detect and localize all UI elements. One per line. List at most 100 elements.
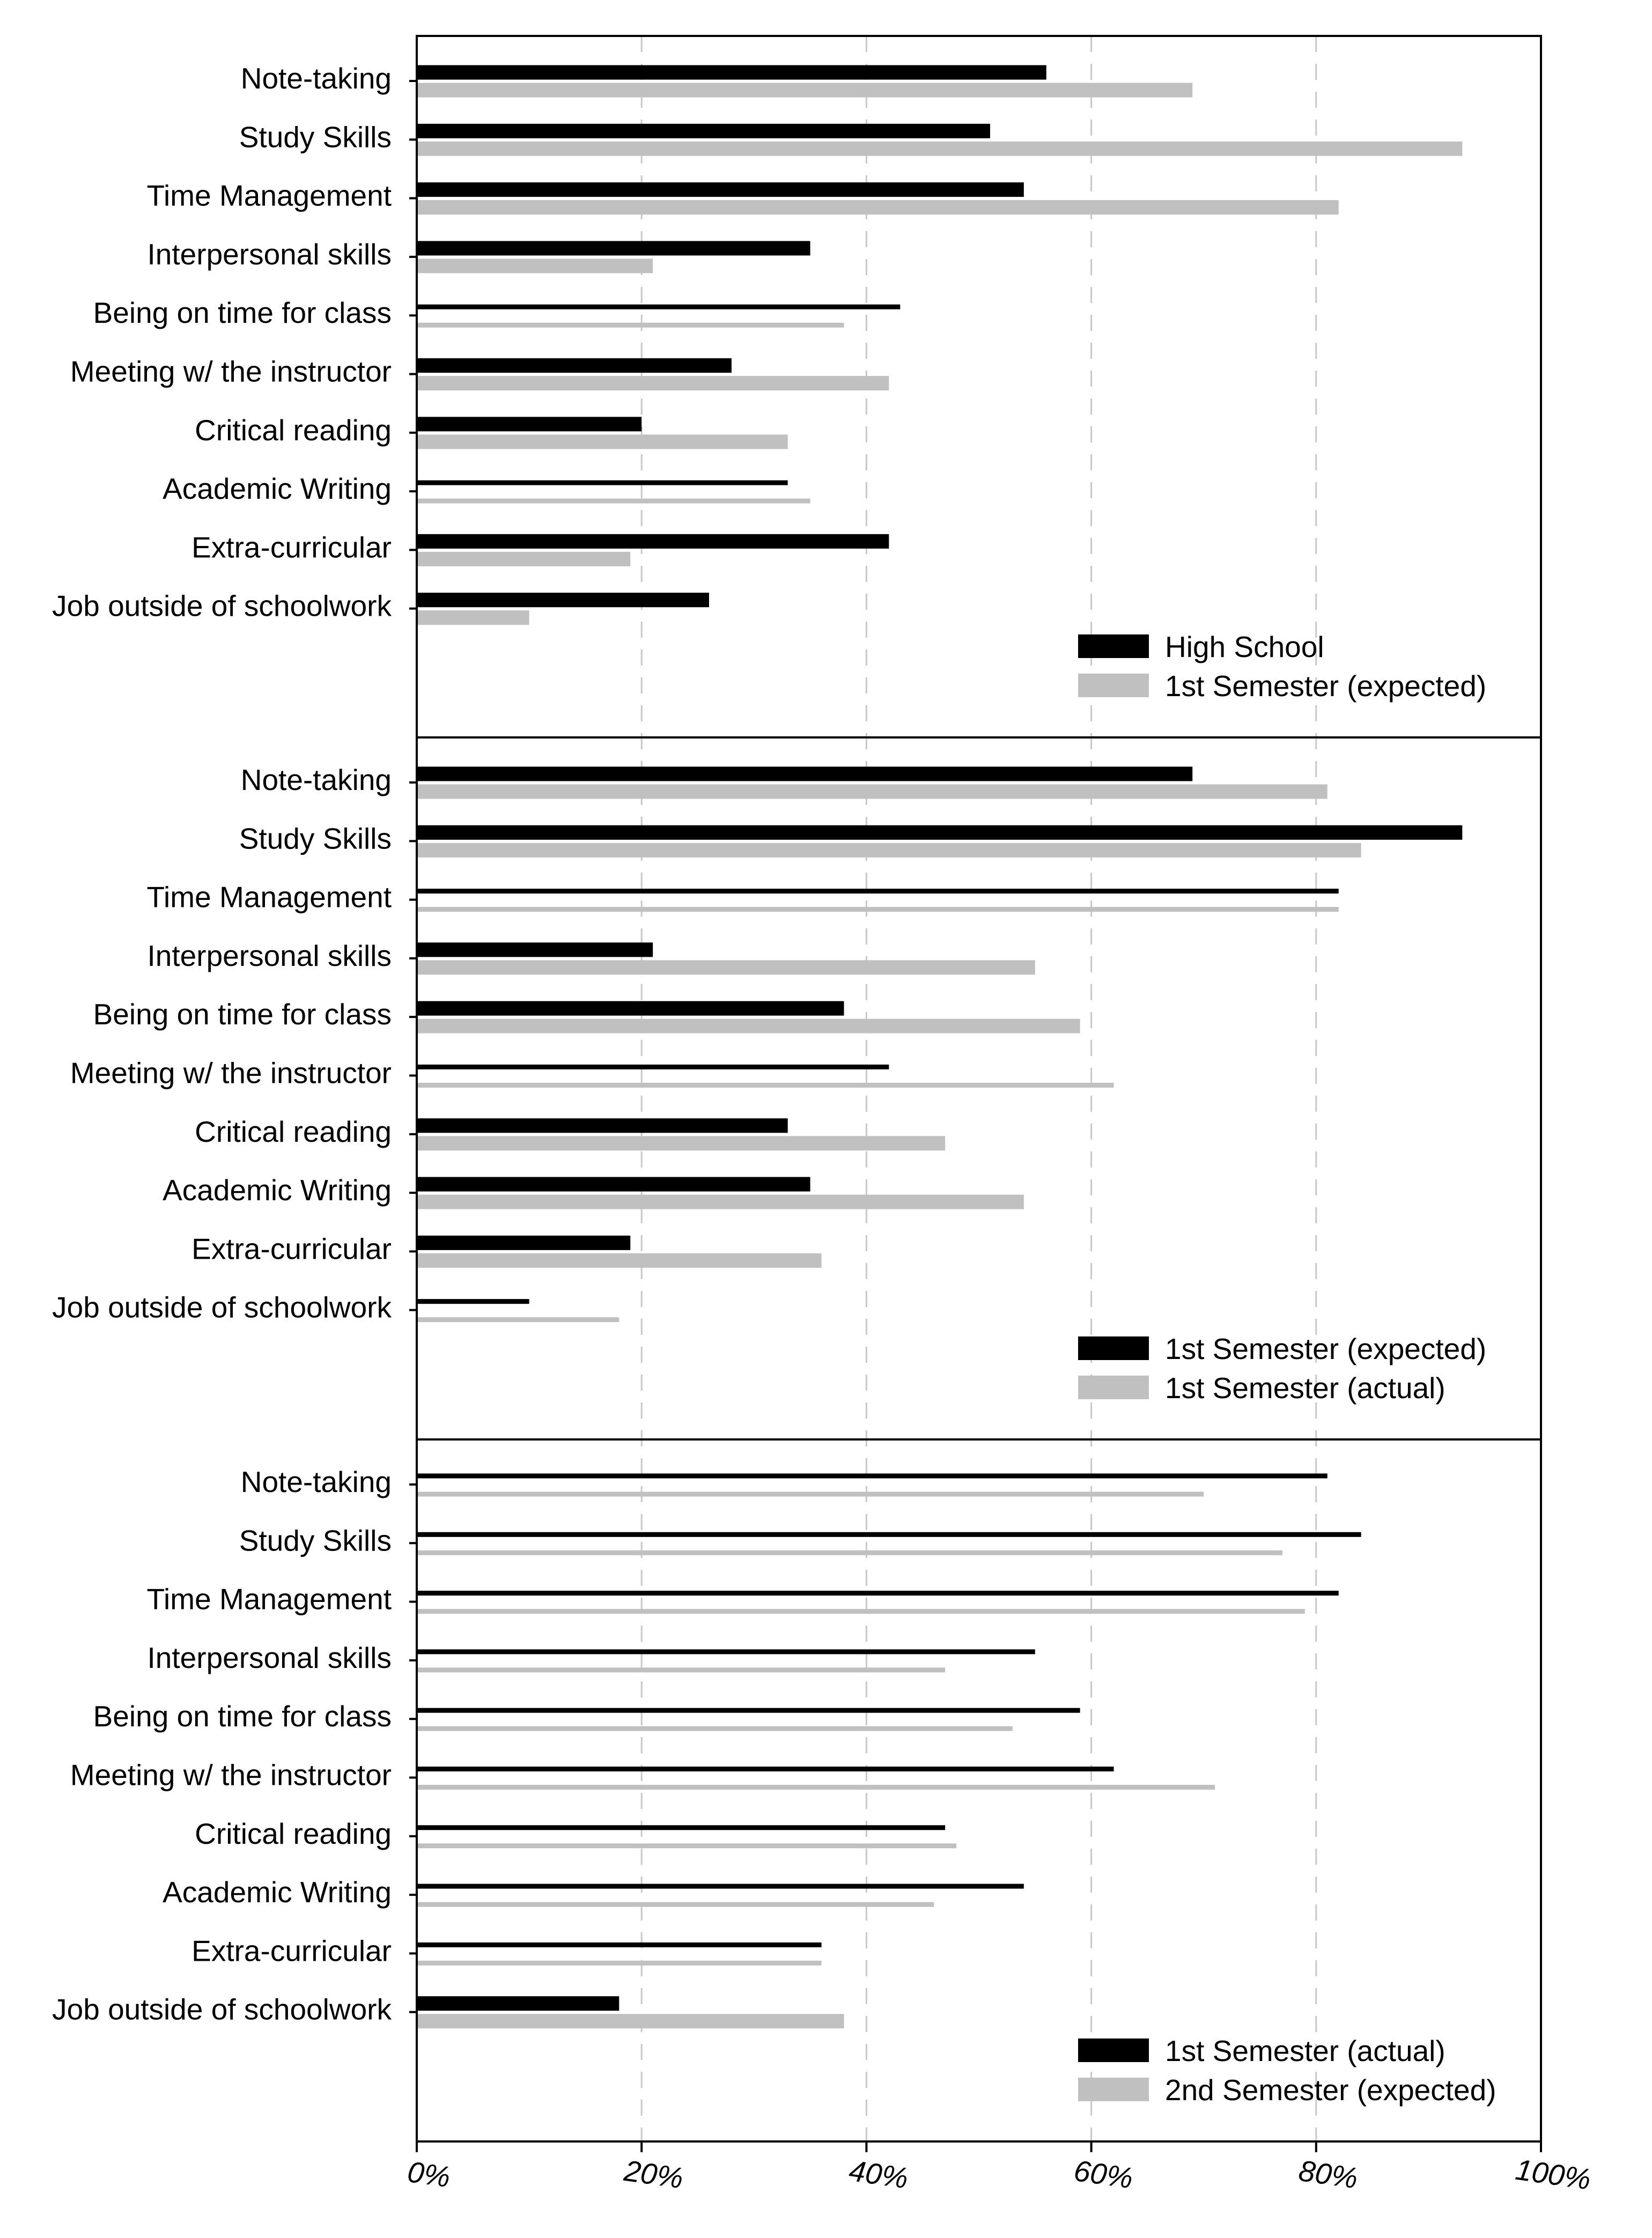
legend-swatch [1078, 1336, 1149, 1360]
bar-series1 [417, 1299, 529, 1304]
category-label: Critical reading [195, 413, 392, 447]
category-label: Being on time for class [93, 1700, 392, 1733]
bar-series1 [417, 358, 732, 373]
bar-series1 [417, 1065, 889, 1069]
bar-series2 [417, 1136, 946, 1151]
bar-series2 [417, 1317, 620, 1323]
category-label: Extra-curricular [191, 1232, 392, 1265]
category-label: Time Management [147, 179, 392, 212]
category-label: Being on time for class [93, 296, 392, 329]
bar-series1 [417, 1649, 1035, 1655]
bar-series1 [417, 417, 642, 432]
bar-series1 [417, 65, 1046, 80]
bar-series1 [417, 1884, 1024, 1889]
category-label: Academic Writing [163, 1173, 392, 1207]
category-label: Study Skills [239, 822, 392, 855]
x-tick-label: 60% [1072, 2154, 1135, 2195]
legend-label: 1st Semester (expected) [1165, 669, 1486, 703]
category-label: Job outside of schoolwork [52, 1993, 392, 2026]
bar-series2 [417, 376, 889, 390]
x-tick-label: 80% [1297, 2154, 1360, 2195]
bar-series2 [417, 1667, 946, 1673]
bar-series1 [417, 1591, 1339, 1596]
legend-swatch [1078, 1376, 1149, 1399]
bar-series1 [417, 1532, 1361, 1537]
bar-series2 [417, 258, 653, 274]
bar-series2 [417, 498, 810, 504]
legend-swatch [1078, 674, 1149, 697]
bar-series1 [417, 825, 1463, 840]
bar-series1 [417, 1708, 1080, 1713]
category-label: Study Skills [239, 120, 392, 153]
bar-series2 [417, 434, 788, 449]
category-label: Academic Writing [163, 1875, 392, 1909]
bar-series2 [417, 1843, 957, 1849]
category-label: Meeting w/ the instructor [70, 1057, 392, 1090]
bar-series2 [417, 1491, 1204, 1497]
bar-series2 [417, 322, 844, 328]
bar-series1 [417, 1235, 631, 1250]
bar-series2 [417, 1902, 934, 1907]
category-label: Time Management [147, 881, 392, 914]
bar-series1 [417, 534, 889, 549]
bar-series2 [417, 1726, 1013, 1731]
bar-series1 [417, 182, 1024, 197]
x-tick-label: 20% [622, 2154, 685, 2195]
category-label: Note-taking [241, 763, 392, 796]
bar-series2 [417, 1018, 1080, 1033]
category-label: Meeting w/ the instructor [70, 1759, 392, 1792]
bar-series2 [417, 141, 1463, 156]
bar-series1 [417, 241, 810, 256]
legend-label: 2nd Semester (expected) [1165, 2073, 1496, 2107]
category-label: Interpersonal skills [148, 238, 392, 271]
category-label: Time Management [147, 1583, 392, 1616]
legend-label: 1st Semester (expected) [1165, 1332, 1486, 1365]
bar-series1 [417, 1825, 946, 1830]
bar-series1 [417, 1767, 1114, 1771]
panel-frame [416, 1438, 1542, 2143]
bar-series2 [417, 610, 529, 625]
bar-series1 [417, 889, 1339, 894]
category-label: Interpersonal skills [148, 939, 392, 972]
bar-series2 [417, 960, 1035, 975]
bar-series2 [417, 843, 1361, 858]
bar-series2 [417, 83, 1193, 98]
bar-series2 [417, 1609, 1305, 1614]
bar-series2 [417, 1194, 1024, 1209]
category-label: Meeting w/ the instructor [70, 355, 392, 388]
bar-series1 [417, 304, 901, 309]
category-label: Study Skills [239, 1524, 392, 1557]
legend-label: 1st Semester (actual) [1165, 2034, 1446, 2067]
bar-series2 [417, 907, 1339, 912]
bar-series1 [417, 480, 788, 485]
category-label: Note-taking [241, 1465, 392, 1498]
bar-series2 [417, 784, 1328, 799]
category-label: Critical reading [195, 1115, 392, 1148]
bar-series2 [417, 1785, 1215, 1790]
legend-swatch [1078, 2078, 1149, 2101]
bar-series1 [417, 1118, 788, 1133]
bar-series1 [417, 123, 990, 138]
bar-series1 [417, 1942, 822, 1947]
bar-series1 [417, 1473, 1328, 1479]
x-tick-label: 40% [847, 2154, 910, 2195]
bar-series2 [417, 551, 631, 566]
legend-label: 1st Semester (actual) [1165, 1371, 1446, 1405]
category-label: Critical reading [195, 1817, 392, 1850]
bar-series1 [417, 1177, 810, 1192]
x-tick-label: 100% [1514, 2153, 1593, 2196]
category-label: Extra-curricular [191, 530, 392, 564]
bar-series2 [417, 1253, 822, 1268]
category-label: Job outside of schoolwork [52, 1291, 392, 1324]
bar-series2 [417, 2014, 844, 2029]
bar-series2 [417, 1550, 1282, 1555]
legend-swatch [1078, 2038, 1149, 2062]
bar-series1 [417, 766, 1193, 781]
bar-series1 [417, 593, 709, 608]
bar-series1 [417, 942, 653, 957]
legend-label: High School [1165, 630, 1324, 663]
category-label: Note-taking [241, 62, 392, 95]
category-label: Being on time for class [93, 998, 392, 1031]
category-label: Extra-curricular [191, 1934, 392, 1967]
